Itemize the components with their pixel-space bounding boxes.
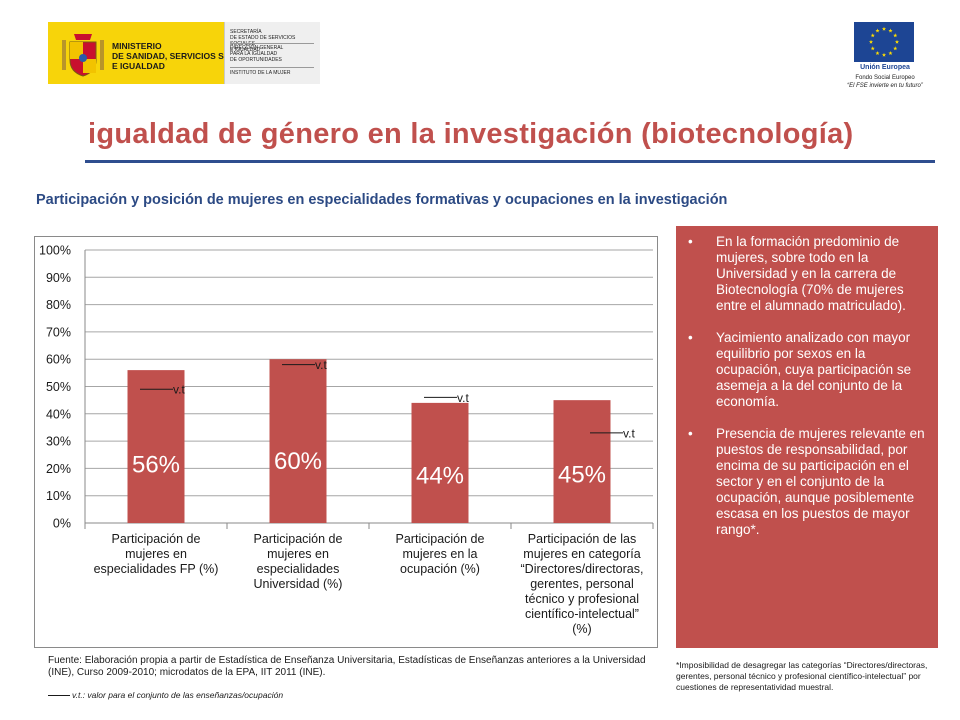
instituto-text: INSTITUTO DE LA MUJER xyxy=(230,70,291,76)
y-tick-label: 0% xyxy=(53,517,71,531)
y-tick-label: 30% xyxy=(46,435,71,449)
category-label: Participación de xyxy=(396,532,485,546)
category-label: técnico y profesional xyxy=(525,592,639,606)
title-underline xyxy=(85,160,935,163)
eu-star-icon xyxy=(881,52,887,57)
eu-star-icon xyxy=(888,28,893,33)
direccion-text: DIRECCIÓN GENERAL PARA LA IGUALDAD DE OP… xyxy=(230,45,284,63)
eu-fund: Fondo Social Europeo xyxy=(855,75,915,81)
reference-label: v.t xyxy=(173,383,185,397)
eu-star-icon xyxy=(868,39,874,44)
data-label: 45% xyxy=(558,461,606,488)
divider xyxy=(230,67,314,68)
page-subtitle: Participación y posición de mujeres en e… xyxy=(36,192,728,208)
chart-canvas: 0% 10% 20% 30% 40% 50% 60% 70% 80% 90% 100% 56% v.t P… xyxy=(39,244,654,636)
y-tick-label: 80% xyxy=(46,298,71,312)
category-label: gerentes, personal xyxy=(530,577,634,591)
bullet-text: En la formación predominio de mujeres, s… xyxy=(716,234,906,313)
source-note: Fuente: Elaboración propia a partir de E… xyxy=(48,655,646,678)
category-label: Participación de xyxy=(254,532,343,546)
eu-star-icon xyxy=(893,33,898,38)
y-tick-label: 100% xyxy=(39,244,71,258)
eu-star-icon xyxy=(870,46,875,51)
data-label: 60% xyxy=(274,448,322,475)
category-label: “Directores/directoras, xyxy=(521,562,644,576)
category-label: especialidades FP (%) xyxy=(94,562,219,576)
bullet-text: Presencia de mujeres relevante en puesto… xyxy=(716,426,925,537)
category-label: mujeres en xyxy=(125,547,187,561)
footnote: *Imposibilidad de desagregar las categor… xyxy=(676,660,928,692)
summary-list: • En la formación predominio de mujeres, … xyxy=(686,234,930,538)
y-tick-label: 10% xyxy=(46,489,71,503)
legend-line-icon xyxy=(48,695,70,697)
y-tick-label: 90% xyxy=(46,271,71,285)
eu-logo: Unión Europea Fondo Social Europeo “El F… xyxy=(840,20,930,92)
bar xyxy=(127,370,185,523)
y-tick-label: 20% xyxy=(46,462,71,476)
eu-star-icon xyxy=(888,51,893,56)
bullet-dot-icon: • xyxy=(688,426,693,441)
category-label: científico-intelectual” xyxy=(525,607,639,621)
data-label: 44% xyxy=(416,462,464,489)
eu-star-icon xyxy=(875,28,880,33)
bullet-dot-icon: • xyxy=(688,330,693,345)
summary-bullet: • Presencia de mujeres relevante en puest… xyxy=(686,426,930,538)
bar xyxy=(553,400,611,523)
eu-star-icon xyxy=(870,33,875,38)
reference-label: v.t xyxy=(457,391,469,405)
ministry-name: MINISTERIO DE SANIDAD, SERVICIOS SOCIALE… xyxy=(112,41,262,71)
category-label: Participación de xyxy=(112,532,201,546)
category-label: mujeres en la xyxy=(402,547,477,561)
y-tick-label: 60% xyxy=(46,353,71,367)
bullet-dot-icon: • xyxy=(688,234,693,249)
category-label: Universidad (%) xyxy=(254,577,343,591)
category-label: Participación de las xyxy=(528,532,636,546)
secretaria-text: SECRETARÍA DE ESTADO DE SERVICIOS SOCIAL… xyxy=(230,29,296,53)
bar xyxy=(411,402,469,523)
secretaria-panel: SECRETARÍA DE ESTADO DE SERVICIOS SOCIAL… xyxy=(224,22,320,84)
y-tick-label: 50% xyxy=(46,380,71,394)
summary-panel: • En la formación predominio de mujeres, … xyxy=(676,226,938,648)
reference-label: v.t xyxy=(623,426,635,440)
category-label: especialidades xyxy=(257,562,340,576)
eu-star-icon xyxy=(881,26,887,31)
bar-chart: 0% 10% 20% 30% 40% 50% 60% 70% 80% 90% 100% 56% v.t P… xyxy=(34,236,658,648)
bullet-text: Yacimiento analizado con mayor equilibri… xyxy=(716,330,912,409)
data-label: 56% xyxy=(132,452,180,479)
y-tick-label: 70% xyxy=(46,325,71,339)
eu-star-icon xyxy=(893,46,898,51)
eu-name: Unión Europea xyxy=(860,64,910,71)
eu-star-icon xyxy=(875,51,880,56)
eu-motto: “El FSE invierte en tu futuro” xyxy=(847,83,923,89)
summary-bullet: • En la formación predominio de mujeres, … xyxy=(686,234,930,314)
eu-flag-icon xyxy=(854,22,914,62)
category-label: ocupación (%) xyxy=(400,562,480,576)
legend-note-text: v.t.: valor para el conjunto de las ense… xyxy=(72,690,284,700)
summary-bullet: • Yacimiento analizado con mayor equilibr… xyxy=(686,330,930,410)
eu-star-icon xyxy=(894,39,900,44)
legend-note: v.t.: valor para el conjunto de las ense… xyxy=(48,690,283,700)
reference-label: v.t xyxy=(315,358,327,372)
coat-of-arms-icon xyxy=(62,34,104,77)
category-label: mujeres en xyxy=(267,547,329,561)
bar xyxy=(269,359,327,523)
page-title: igualdad de género en la investigación (… xyxy=(88,118,854,150)
category-label: (%) xyxy=(572,622,591,636)
y-tick-label: 40% xyxy=(46,407,71,421)
divider xyxy=(230,43,314,44)
category-label: mujeres en categoría xyxy=(523,547,640,561)
